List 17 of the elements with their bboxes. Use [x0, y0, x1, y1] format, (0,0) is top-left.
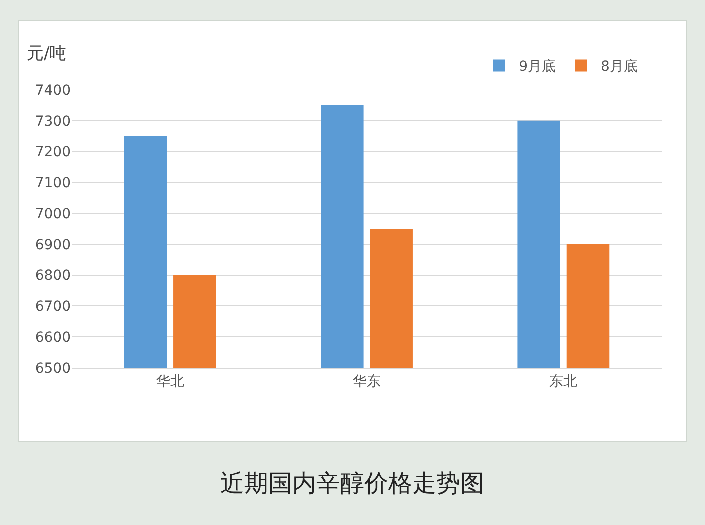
x-tick-label: 东北 — [550, 374, 578, 390]
y-tick-label: 6500 — [35, 360, 71, 377]
y-tick-label: 7000 — [35, 206, 71, 222]
y-tick-label: 6800 — [35, 268, 71, 284]
y-tick-label: 7400 — [35, 82, 71, 99]
y-tick-label: 6900 — [35, 237, 71, 254]
y-tick-label: 6600 — [35, 330, 71, 346]
y-tick-label: 7100 — [35, 176, 71, 192]
y-tick-label: 7300 — [35, 114, 71, 130]
text: 近期国内辛醇价格走势图 — [220, 469, 484, 498]
y-tick-label: 7200 — [35, 144, 71, 161]
legend-label: 9月底 — [519, 59, 556, 76]
x-tick-label: 华北 — [156, 374, 184, 390]
y-tick-label: 6700 — [35, 299, 71, 316]
x-tick-label: 华东 — [353, 374, 381, 390]
y-axis-title: 元/吨 — [27, 44, 67, 64]
legend-label: 8月底 — [601, 59, 638, 76]
